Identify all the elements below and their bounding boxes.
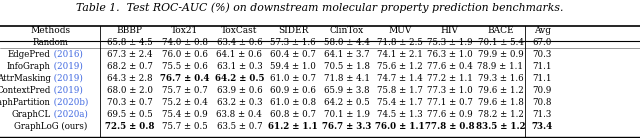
Text: SIDER: SIDER — [278, 26, 308, 35]
Text: 74.0 ± 0.8: 74.0 ± 0.8 — [162, 38, 208, 47]
Text: 70.9: 70.9 — [532, 86, 552, 95]
Text: 71.1: 71.1 — [532, 62, 552, 71]
Text: 63.2 ± 0.3: 63.2 ± 0.3 — [216, 98, 262, 107]
Text: 61.0 ± 0.8: 61.0 ± 0.8 — [270, 98, 316, 107]
Text: GraphLoG (ours): GraphLoG (ours) — [14, 122, 87, 131]
Text: 63.5 ± 0.7: 63.5 ± 0.7 — [216, 122, 262, 131]
Text: 76.7 ± 0.4: 76.7 ± 0.4 — [160, 74, 210, 83]
Text: 77.6 ± 0.4: 77.6 ± 0.4 — [427, 62, 473, 71]
Text: 63.9 ± 0.6: 63.9 ± 0.6 — [216, 86, 262, 95]
Text: Methods: Methods — [31, 26, 70, 35]
Text: 68.0 ± 2.0: 68.0 ± 2.0 — [107, 86, 153, 95]
Text: 79.3 ± 1.6: 79.3 ± 1.6 — [477, 74, 524, 83]
Text: 75.7 ± 0.7: 75.7 ± 0.7 — [162, 86, 208, 95]
Text: 75.8 ± 1.7: 75.8 ± 1.7 — [377, 86, 423, 95]
Text: 70.1 ± 5.4: 70.1 ± 5.4 — [477, 38, 524, 47]
Text: ContextPred: ContextPred — [0, 86, 51, 95]
Text: 64.1 ± 3.7: 64.1 ± 3.7 — [324, 50, 370, 59]
Text: 74.1 ± 2.1: 74.1 ± 2.1 — [377, 50, 423, 59]
Text: 78.2 ± 1.2: 78.2 ± 1.2 — [477, 110, 524, 119]
Text: 75.6 ± 1.2: 75.6 ± 1.2 — [377, 62, 423, 71]
Text: 77.8 ± 0.8: 77.8 ± 0.8 — [425, 122, 475, 131]
Text: 60.9 ± 0.6: 60.9 ± 0.6 — [270, 86, 316, 95]
Text: 70.3 ± 0.7: 70.3 ± 0.7 — [107, 98, 153, 107]
Text: 65.9 ± 3.8: 65.9 ± 3.8 — [324, 86, 370, 95]
Text: 76.0 ± 1.1: 76.0 ± 1.1 — [375, 122, 425, 131]
Text: 79.6 ± 1.2: 79.6 ± 1.2 — [477, 86, 524, 95]
Text: 58.0 ± 4.4: 58.0 ± 4.4 — [324, 38, 370, 47]
Text: 72.5 ± 0.8: 72.5 ± 0.8 — [105, 122, 155, 131]
Text: 61.2 ± 1.1: 61.2 ± 1.1 — [268, 122, 318, 131]
Text: 79.6 ± 1.8: 79.6 ± 1.8 — [477, 98, 524, 107]
Text: Tox21: Tox21 — [172, 26, 198, 35]
Text: 77.3 ± 1.0: 77.3 ± 1.0 — [427, 86, 473, 95]
Text: 59.4 ± 1.0: 59.4 ± 1.0 — [270, 62, 316, 71]
Text: ToxCast: ToxCast — [221, 26, 258, 35]
Text: 64.2 ± 0.5: 64.2 ± 0.5 — [214, 74, 264, 83]
Text: 79.9 ± 0.9: 79.9 ± 0.9 — [477, 50, 524, 59]
Text: BACE: BACE — [487, 26, 514, 35]
Text: (2019): (2019) — [51, 74, 83, 83]
Text: 74.7 ± 1.4: 74.7 ± 1.4 — [377, 74, 423, 83]
Text: GraphPartition: GraphPartition — [0, 98, 51, 107]
Text: 71.8 ± 2.5: 71.8 ± 2.5 — [377, 38, 423, 47]
Text: 64.2 ± 0.5: 64.2 ± 0.5 — [324, 98, 370, 107]
Text: 77.1 ± 0.7: 77.1 ± 0.7 — [427, 98, 473, 107]
Text: 57.3 ± 1.6: 57.3 ± 1.6 — [270, 38, 316, 47]
Text: 76.3 ± 1.0: 76.3 ± 1.0 — [427, 50, 473, 59]
Text: 68.2 ± 0.7: 68.2 ± 0.7 — [107, 62, 153, 71]
Text: Table 1.  Test ROC-AUC (%) on downstream molecular property prediction benchmark: Table 1. Test ROC-AUC (%) on downstream … — [76, 2, 564, 13]
Text: 71.3: 71.3 — [532, 110, 552, 119]
Text: 75.4 ± 1.7: 75.4 ± 1.7 — [377, 98, 423, 107]
Text: (2020b): (2020b) — [51, 98, 88, 107]
Text: 70.3: 70.3 — [532, 50, 552, 59]
Text: 70.1 ± 1.9: 70.1 ± 1.9 — [324, 110, 370, 119]
Text: (2016): (2016) — [51, 50, 83, 59]
Text: 71.8 ± 4.1: 71.8 ± 4.1 — [324, 74, 370, 83]
Text: (2019): (2019) — [51, 62, 83, 71]
Text: 63.8 ± 0.4: 63.8 ± 0.4 — [216, 110, 262, 119]
Text: 67.3 ± 2.4: 67.3 ± 2.4 — [107, 50, 153, 59]
Text: 63.4 ± 0.6: 63.4 ± 0.6 — [216, 38, 262, 47]
Text: 76.7 ± 3.3: 76.7 ± 3.3 — [322, 122, 372, 131]
Text: 63.1 ± 0.3: 63.1 ± 0.3 — [216, 62, 262, 71]
Text: (2019): (2019) — [51, 86, 83, 95]
Text: 75.5 ± 0.6: 75.5 ± 0.6 — [162, 62, 208, 71]
Text: 67.0: 67.0 — [532, 38, 552, 47]
Text: BBBP: BBBP — [117, 26, 143, 35]
Text: 71.1: 71.1 — [532, 74, 552, 83]
Text: 75.3 ± 1.9: 75.3 ± 1.9 — [427, 38, 473, 47]
Text: MUV: MUV — [388, 26, 412, 35]
Text: 73.4: 73.4 — [531, 122, 553, 131]
Text: 70.8: 70.8 — [532, 98, 552, 107]
Text: 65.8 ± 4.5: 65.8 ± 4.5 — [107, 38, 153, 47]
Text: 77.6 ± 0.9: 77.6 ± 0.9 — [427, 110, 473, 119]
Text: (2020a): (2020a) — [51, 110, 88, 119]
Text: GraphCL: GraphCL — [12, 110, 51, 119]
Text: Avg: Avg — [534, 26, 550, 35]
Text: HIV: HIV — [441, 26, 459, 35]
Text: AttrMasking: AttrMasking — [0, 74, 51, 83]
Text: 75.4 ± 0.9: 75.4 ± 0.9 — [162, 110, 208, 119]
Text: Random: Random — [33, 38, 68, 47]
Text: 76.0 ± 0.6: 76.0 ± 0.6 — [162, 50, 208, 59]
Text: 74.5 ± 1.3: 74.5 ± 1.3 — [377, 110, 423, 119]
Text: 75.2 ± 0.4: 75.2 ± 0.4 — [162, 98, 208, 107]
Text: EdgePred: EdgePred — [8, 50, 51, 59]
Text: 61.0 ± 0.7: 61.0 ± 0.7 — [270, 74, 316, 83]
Text: 78.9 ± 1.1: 78.9 ± 1.1 — [477, 62, 524, 71]
Text: 64.3 ± 2.8: 64.3 ± 2.8 — [107, 74, 153, 83]
Text: 70.5 ± 1.8: 70.5 ± 1.8 — [324, 62, 370, 71]
Text: 77.2 ± 1.1: 77.2 ± 1.1 — [427, 74, 473, 83]
Text: InfoGraph: InfoGraph — [6, 62, 51, 71]
Text: 60.8 ± 0.7: 60.8 ± 0.7 — [270, 110, 316, 119]
Text: ClinTox: ClinTox — [330, 26, 364, 35]
Text: 64.1 ± 0.6: 64.1 ± 0.6 — [216, 50, 262, 59]
Text: 69.5 ± 0.5: 69.5 ± 0.5 — [107, 110, 153, 119]
Text: 83.5 ± 1.2: 83.5 ± 1.2 — [476, 122, 525, 131]
Text: 75.7 ± 0.5: 75.7 ± 0.5 — [162, 122, 208, 131]
Text: 60.4 ± 0.7: 60.4 ± 0.7 — [270, 50, 316, 59]
